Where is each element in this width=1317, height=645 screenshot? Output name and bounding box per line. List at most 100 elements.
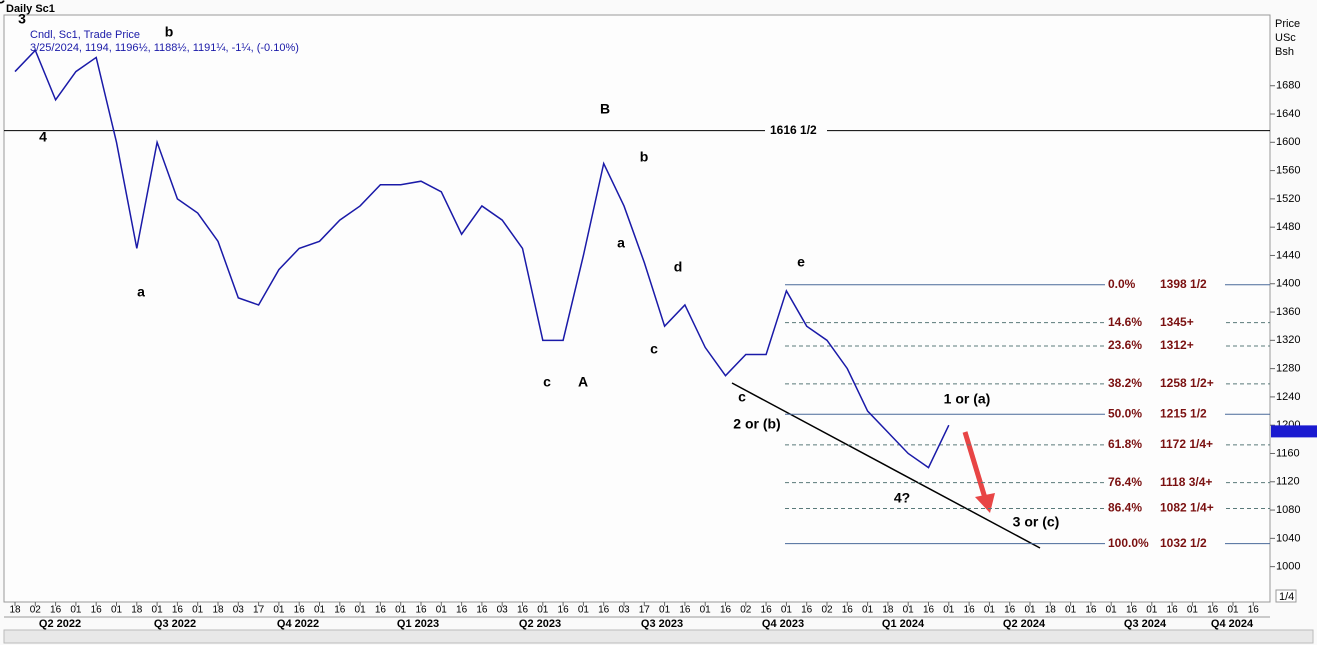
fib-pct: 38.2% [1108, 376, 1142, 390]
x-tick-label: 16 [334, 605, 346, 616]
x-tick-label: 16 [294, 605, 306, 616]
x-tick-label: 18 [882, 605, 894, 616]
x-tick-label: 18 [9, 605, 21, 616]
fib-label: 1345+ [1160, 315, 1194, 329]
wave-label: b [165, 24, 174, 40]
x-tick-label: 16 [679, 605, 691, 616]
wave-label: B [600, 101, 610, 117]
label-bg [1105, 501, 1225, 516]
x-tick-label: 01 [1065, 605, 1077, 616]
x-tick-label: 16 [1004, 605, 1016, 616]
fib-label: 1032 1/2 [1160, 536, 1207, 550]
x-tick-label: 16 [91, 605, 103, 616]
x-tick-label: 01 [537, 605, 549, 616]
resistance-label: 1616 1/2 [770, 123, 817, 137]
x-tick-label: 01 [781, 605, 793, 616]
x-tick-label: 02 [740, 605, 752, 616]
y-tick-label: 1400 [1276, 278, 1300, 290]
x-tick-label: 01 [1024, 605, 1036, 616]
x-tick-label: 01 [700, 605, 712, 616]
fib-pct: 100.0% [1108, 536, 1149, 550]
fib-label: 1312+ [1160, 338, 1194, 352]
x-tick-label: 01 [70, 605, 82, 616]
y-tick-label: 1440 [1276, 249, 1300, 261]
label-bg [765, 123, 827, 138]
x-tick-label: 01 [192, 605, 204, 616]
x-tick-label: 01 [355, 605, 367, 616]
x-tick-label: 02 [30, 605, 42, 616]
x-tick-label: 16 [1085, 605, 1097, 616]
wave-label: e [797, 254, 805, 270]
wave-label: 2 or (b) [733, 416, 780, 432]
x-tick-label: 16 [50, 605, 62, 616]
x-tick-label: 16 [1207, 605, 1219, 616]
x-tick-label: 02 [821, 605, 833, 616]
last-price-tag [1271, 425, 1317, 438]
page-box[interactable] [1275, 589, 1297, 603]
x-tick-label: 01 [314, 605, 326, 616]
wave-label: a [137, 284, 145, 300]
y-tick-label: 1360 [1276, 306, 1300, 318]
trend-line [731, 382, 1041, 549]
wave-label: c [650, 341, 658, 357]
fib-label: 1398 1/2 [1160, 277, 1207, 291]
x-tick-label: 16 [415, 605, 427, 616]
y-tick-label: 1520 [1276, 193, 1300, 205]
x-tick-label: 16 [172, 605, 184, 616]
x-tick-label: 16 [456, 605, 468, 616]
scrollbar[interactable] [3, 629, 1314, 644]
fib-pct: 23.6% [1108, 338, 1142, 352]
x-tick-label: 16 [964, 605, 976, 616]
x-tick-label: 01 [1146, 605, 1158, 616]
y-tick-label: 1600 [1276, 136, 1300, 148]
y-tick-label: 1160 [1276, 447, 1300, 459]
label-bg [1105, 536, 1225, 551]
fib-label: 1172 1/4+ [1160, 437, 1213, 451]
x-tick-label: 01 [943, 605, 955, 616]
quarter-label: Q4 2022 [277, 618, 319, 630]
x-tick-label: 18 [131, 605, 143, 616]
wave-label: a [617, 235, 625, 251]
x-tick-label: 16 [476, 605, 488, 616]
x-tick-label: 03 [618, 605, 630, 616]
x-tick-label: 03 [497, 605, 509, 616]
quarter-label: Q2 2023 [519, 618, 561, 630]
fib-pct: 0.0% [1108, 277, 1136, 291]
legend-line: Cndl, Sc1, Trade Price [30, 29, 140, 41]
y-tick-label: 1560 [1276, 164, 1300, 176]
fib-label: 1258 1/2+ [1160, 376, 1214, 390]
fib-label: 1082 1/4+ [1160, 501, 1214, 515]
y-tick-label: 1240 [1276, 391, 1300, 403]
axis-title: USc [1275, 32, 1296, 44]
quarter-label: Q2 2022 [39, 618, 81, 630]
label-bg [1105, 407, 1225, 422]
axis-title: Price [1275, 18, 1300, 30]
fib-label: 1118 3/4+ [1160, 475, 1212, 489]
y-tick-label: 1080 [1276, 504, 1300, 516]
label-bg [1105, 315, 1225, 330]
x-tick-label: 17 [639, 605, 651, 616]
x-tick-label: 01 [395, 605, 407, 616]
x-tick-label: 01 [903, 605, 915, 616]
x-tick-label: 01 [436, 605, 448, 616]
x-tick-label: 01 [862, 605, 874, 616]
y-tick-label: 1040 [1276, 532, 1300, 544]
fib-pct: 61.8% [1108, 437, 1142, 451]
x-tick-label: 01 [273, 605, 285, 616]
quarter-label: Q1 2024 [882, 618, 925, 630]
legend-line: 3/25/2024, 1194, 1196½, 1188½, 1191¼, -1… [30, 42, 299, 54]
y-tick-label: 1120 [1276, 476, 1300, 488]
label-bg [1105, 437, 1225, 452]
x-tick-label: 16 [1248, 605, 1260, 616]
label-bg [1105, 338, 1225, 353]
x-tick-label: 18 [1045, 605, 1057, 616]
x-tick-label: 16 [517, 605, 529, 616]
x-tick-label: 16 [923, 605, 935, 616]
x-tick-label: 16 [801, 605, 813, 616]
y-tick-label: 1280 [1276, 363, 1300, 375]
fib-pct: 50.0% [1108, 406, 1142, 420]
y-tick-label: 1000 [1276, 561, 1300, 573]
x-tick-label: 01 [1106, 605, 1118, 616]
quarter-label: Q3 2024 [1124, 618, 1167, 630]
